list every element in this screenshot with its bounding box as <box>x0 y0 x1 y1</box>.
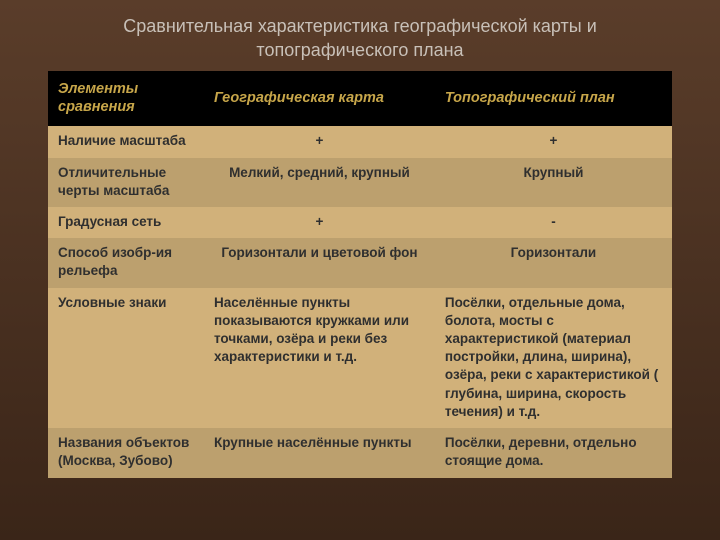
cell: Градусная сеть <box>48 207 204 238</box>
cell: Мелкий, средний, крупный <box>204 158 435 207</box>
cell: Наличие масштаба <box>48 126 204 157</box>
cell: Условные знаки <box>48 288 204 429</box>
cell: Населённые пункты показываются кружками … <box>204 288 435 429</box>
cell: - <box>435 207 672 238</box>
table-row: Названия объектов (Москва, Зубово) Крупн… <box>48 428 672 477</box>
cell: Горизонтали и цветовой фон <box>204 238 435 287</box>
cell: Горизонтали <box>435 238 672 287</box>
cell: Способ изобр-ия рельефа <box>48 238 204 287</box>
cell: + <box>204 207 435 238</box>
cell: + <box>435 126 672 157</box>
slide-title: Сравнительная характеристика географичес… <box>0 0 720 71</box>
table-row: Градусная сеть + - <box>48 207 672 238</box>
table-header-row: Элементы сравнения Географическая карта … <box>48 71 672 127</box>
cell: Названия объектов (Москва, Зубово) <box>48 428 204 477</box>
cell: Посёлки, отдельные дома, болота, мосты с… <box>435 288 672 429</box>
cell: + <box>204 126 435 157</box>
table-row: Условные знаки Населённые пункты показыв… <box>48 288 672 429</box>
comparison-table: Элементы сравнения Географическая карта … <box>48 71 672 478</box>
col-header-0: Элементы сравнения <box>48 71 204 127</box>
slide: Сравнительная характеристика географичес… <box>0 0 720 540</box>
table-row: Способ изобр-ия рельефа Горизонтали и цв… <box>48 238 672 287</box>
cell: Посёлки, деревни, отдельно стоящие дома. <box>435 428 672 477</box>
table-row: Наличие масштаба + + <box>48 126 672 157</box>
table-body: Наличие масштаба + + Отличительные черты… <box>48 126 672 477</box>
cell: Крупные населённые пункты <box>204 428 435 477</box>
cell: Отличительные черты масштаба <box>48 158 204 207</box>
comparison-table-wrap: Элементы сравнения Географическая карта … <box>0 71 720 478</box>
cell: Крупный <box>435 158 672 207</box>
col-header-2: Топографический план <box>435 71 672 127</box>
table-row: Отличительные черты масштаба Мелкий, сре… <box>48 158 672 207</box>
col-header-1: Географическая карта <box>204 71 435 127</box>
